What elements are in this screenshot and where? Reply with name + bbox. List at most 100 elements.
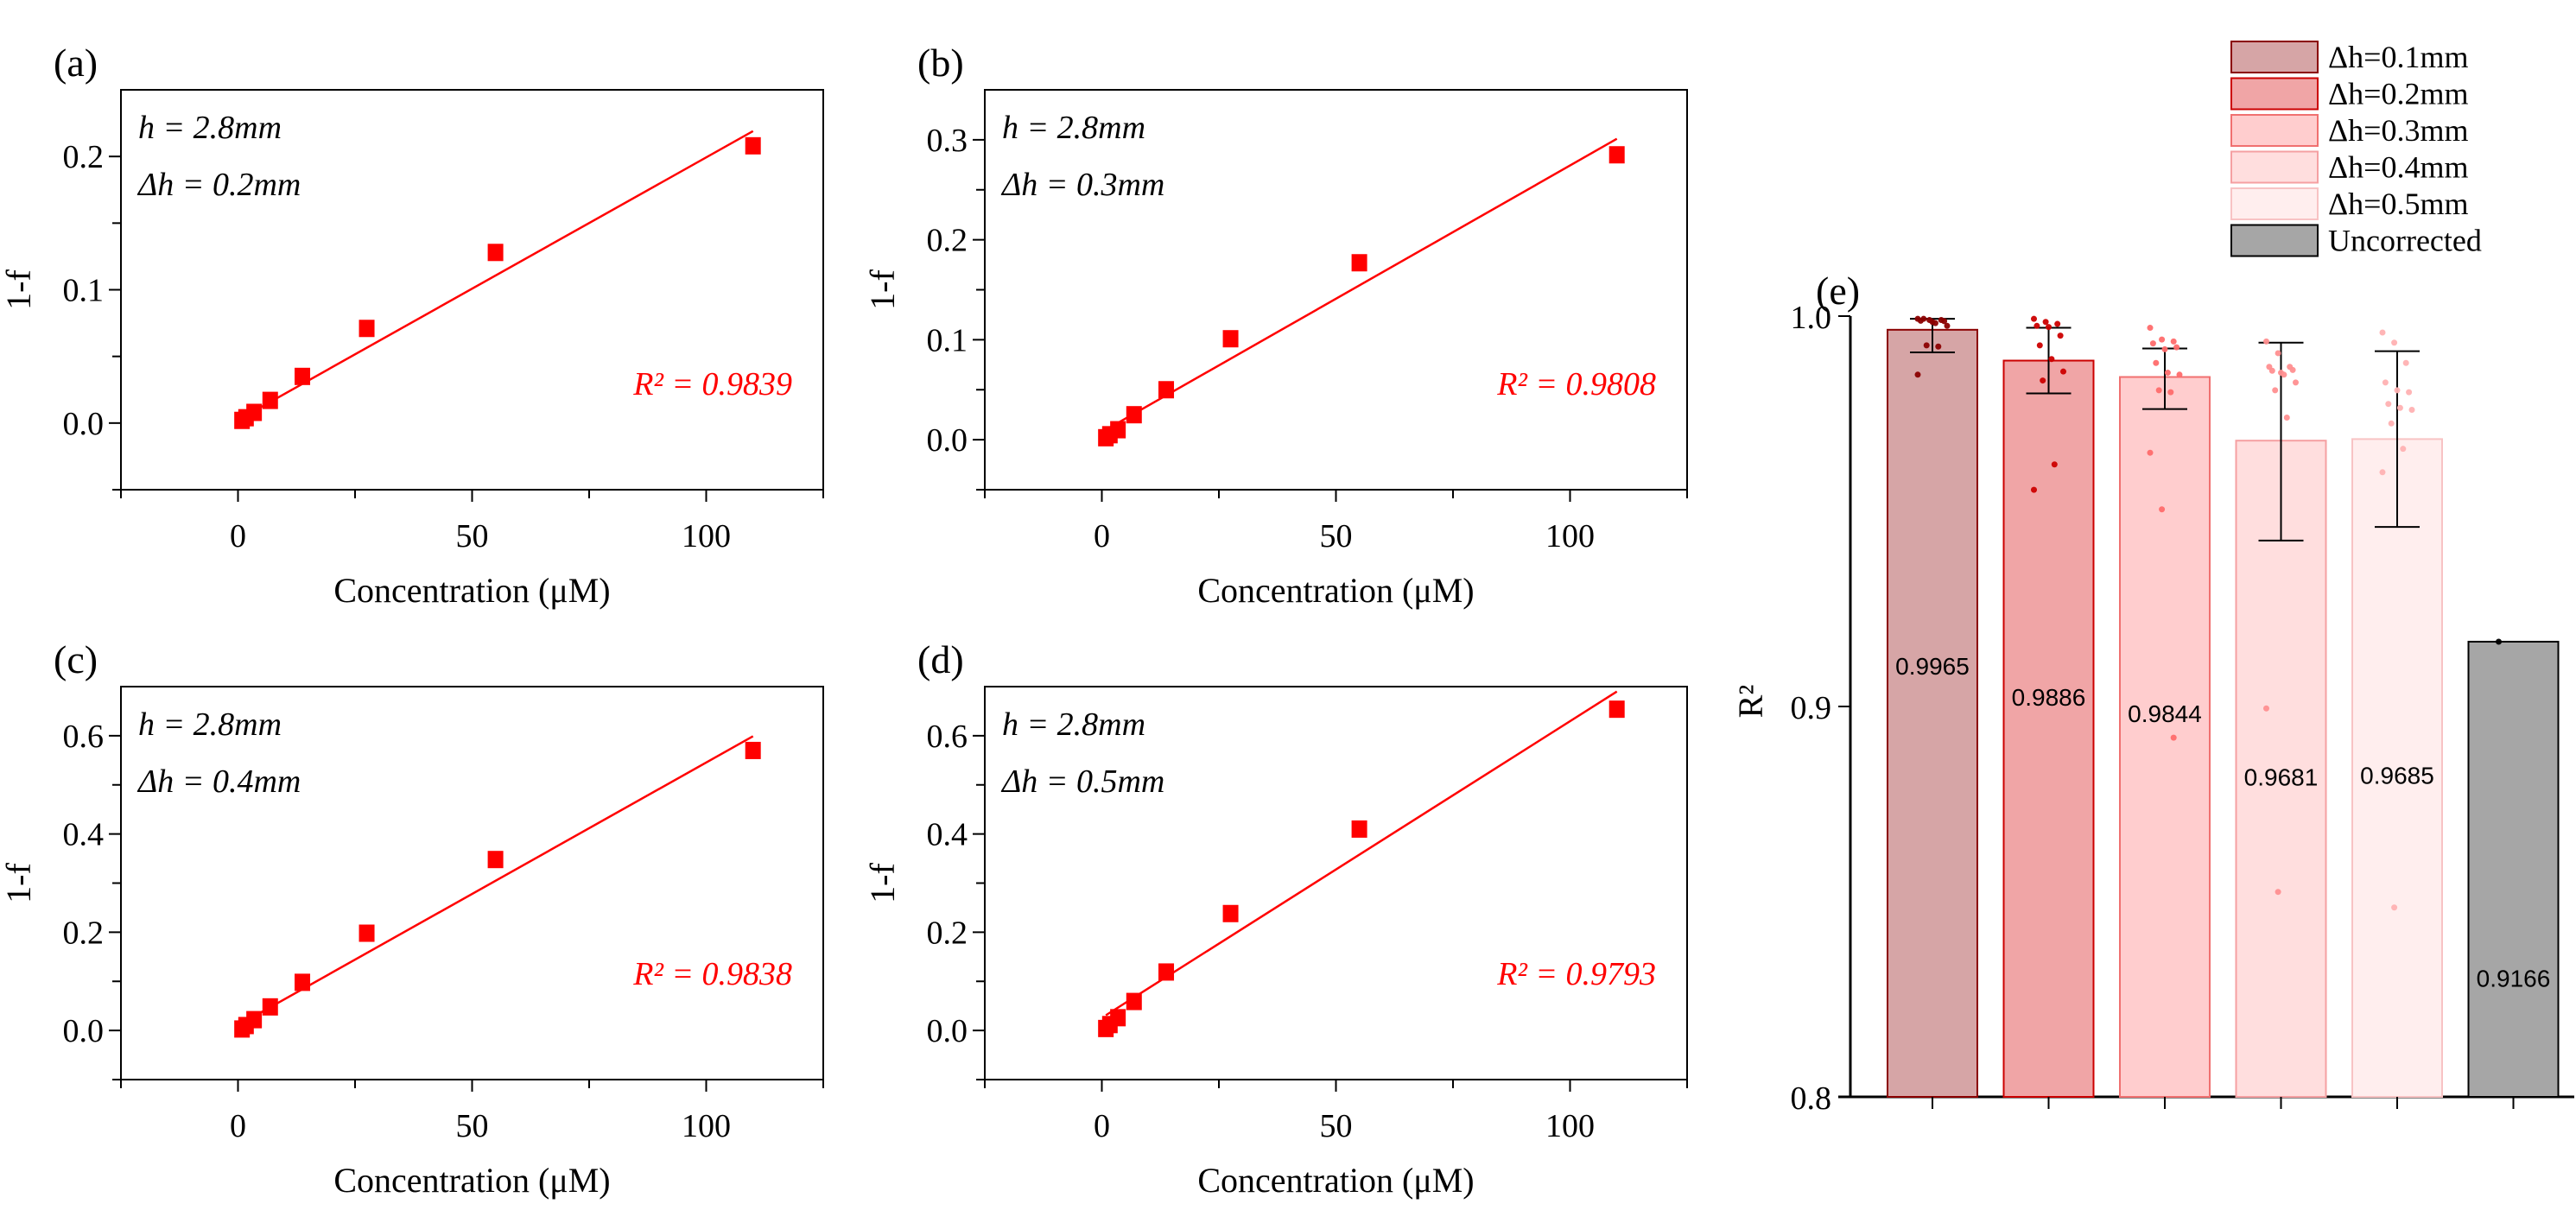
- y-axis-label: 1-f: [0, 269, 38, 310]
- fit-line: [1105, 690, 1618, 1017]
- y-tick-label: 0.6: [927, 719, 968, 755]
- bar: [2235, 440, 2327, 1098]
- individual-point: [1920, 315, 1927, 322]
- r-squared-label: R² = 0.9839: [632, 366, 792, 402]
- fit-line: [1105, 137, 1618, 431]
- x-tick-label: 0: [230, 518, 246, 554]
- individual-point: [2034, 322, 2040, 329]
- x-tick-label: 100: [1545, 1108, 1595, 1144]
- bar-value-label: 0.9681: [2244, 764, 2319, 791]
- y-tick-label: 0.1: [63, 273, 105, 309]
- individual-point: [2170, 338, 2177, 345]
- data-point: [745, 136, 761, 155]
- bar-value-label: 0.9166: [2477, 965, 2551, 991]
- panel-a: (a) 0 50 100 0.0 0.1 0.2 Concentration (μM) 1-f h…: [0, 41, 824, 610]
- y-tick-label: 0.2: [63, 915, 105, 951]
- data-point: [1351, 820, 1367, 838]
- x-axis-label: Concentration (μM): [333, 571, 610, 610]
- legend-swatch: [2230, 77, 2319, 111]
- y-tick-label: 0.4: [63, 817, 105, 853]
- individual-point: [1923, 342, 1930, 349]
- individual-point: [2159, 336, 2166, 343]
- legend-swatch: [2230, 114, 2319, 147]
- individual-point: [2400, 446, 2407, 453]
- annotation-delta-h: Δh = 0.2mm: [136, 167, 301, 203]
- panel-label: (e): [1816, 269, 1860, 313]
- annotation-h: h = 2.8mm: [138, 110, 282, 146]
- legend-label: Δh=0.3mm: [2328, 113, 2468, 148]
- y-tick-label: 0.0: [927, 1013, 968, 1049]
- legend-swatch: [2230, 224, 2319, 257]
- panel-label: (d): [917, 637, 964, 681]
- legend-label: Δh=0.2mm: [2328, 77, 2468, 111]
- x-tick-label: 100: [1545, 518, 1595, 554]
- individual-point: [2176, 371, 2183, 378]
- y-tick-label: 0.2: [927, 915, 968, 951]
- panel-b: (b) 0 50 100 0.0 0.1 0.2 0.3 Concentration (μM) 1…: [863, 41, 1688, 610]
- data-point: [1126, 992, 1142, 1010]
- individual-point: [2406, 389, 2413, 396]
- data-point: [295, 973, 311, 991]
- panel-label: (a): [54, 41, 98, 85]
- bar: [2119, 376, 2211, 1098]
- annotation-h: h = 2.8mm: [1002, 110, 1145, 146]
- legend-swatch: [2230, 150, 2319, 184]
- legend-label: Δh=0.4mm: [2328, 150, 2468, 185]
- individual-point: [2046, 324, 2052, 331]
- individual-point: [2281, 371, 2287, 378]
- y-axis-label: 1-f: [863, 863, 902, 903]
- x-tick-label: 100: [682, 518, 731, 554]
- x-axis-label: Concentration (μM): [1197, 571, 1474, 610]
- plot-frame: [984, 89, 1688, 491]
- y-tick-label: 0.2: [927, 223, 968, 259]
- data-point: [1158, 381, 1175, 399]
- individual-point: [2164, 370, 2171, 377]
- y-tick-label: 0.0: [63, 406, 105, 442]
- individual-point: [2057, 333, 2064, 339]
- data-point: [358, 320, 375, 338]
- annotation-h: h = 2.8mm: [1002, 706, 1145, 743]
- data-point: [358, 924, 375, 942]
- legend-label: Δh=0.1mm: [2328, 40, 2468, 74]
- data-point: [1110, 421, 1126, 439]
- individual-point: [2275, 889, 2281, 896]
- bar: [1887, 328, 1978, 1098]
- individual-point: [2275, 350, 2281, 357]
- individual-point: [2031, 486, 2037, 493]
- bar: [2351, 438, 2443, 1098]
- individual-point: [1914, 371, 1921, 378]
- data-point: [1351, 254, 1367, 272]
- individual-point: [2408, 406, 2415, 413]
- individual-point: [2054, 320, 2061, 327]
- legend-label: Uncorrected: [2328, 224, 2482, 258]
- data-point: [1158, 963, 1175, 981]
- individual-point: [2155, 387, 2162, 394]
- individual-point: [1932, 320, 1938, 326]
- individual-point: [2402, 359, 2409, 366]
- data-point: [745, 741, 761, 759]
- individual-point: [2173, 344, 2180, 351]
- individual-point: [2394, 387, 2401, 394]
- plot-frame: [984, 686, 1688, 1080]
- x-tick-label: 0: [1094, 1108, 1110, 1144]
- individual-point: [2289, 366, 2296, 373]
- y-tick-label: 0.6: [63, 719, 105, 755]
- individual-point: [2496, 638, 2502, 645]
- panel-e: 0.8 0.9 1.0(e) R² 0.9965 0.9886 0.9844 0.9681 0.…: [1731, 40, 2574, 1117]
- annotation-delta-h: Δh = 0.3mm: [1000, 167, 1164, 203]
- x-tick-label: 0: [230, 1108, 246, 1144]
- individual-point: [2391, 339, 2398, 346]
- y-tick-label: 0.9: [1791, 690, 1832, 726]
- x-tick-label: 0: [1094, 518, 1110, 554]
- data-point: [1222, 904, 1239, 922]
- data-point: [1608, 700, 1625, 719]
- individual-point: [2382, 379, 2389, 386]
- data-point: [1110, 1009, 1126, 1027]
- individual-point: [2159, 506, 2166, 513]
- individual-point: [2388, 420, 2395, 427]
- x-axis-label: Concentration (μM): [333, 1161, 610, 1200]
- data-point: [1222, 330, 1239, 348]
- individual-point: [1941, 318, 1948, 325]
- y-axis-label: 1-f: [0, 863, 38, 903]
